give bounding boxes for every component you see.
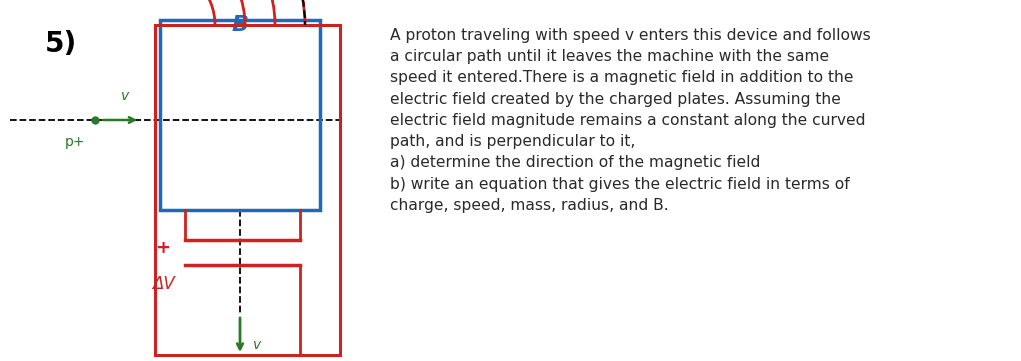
Text: ΔV: ΔV [152,275,175,293]
Text: 5): 5) [45,30,78,58]
Bar [160,20,320,210]
Text: v: v [120,89,129,103]
Text: p+: p+ [64,135,85,149]
Bar [155,25,340,355]
Text: B: B [232,15,248,35]
Text: +: + [155,239,171,257]
Text: A proton traveling with speed v enters this device and follows
a circular path u: A proton traveling with speed v enters t… [390,28,871,213]
Text: v: v [253,338,261,352]
